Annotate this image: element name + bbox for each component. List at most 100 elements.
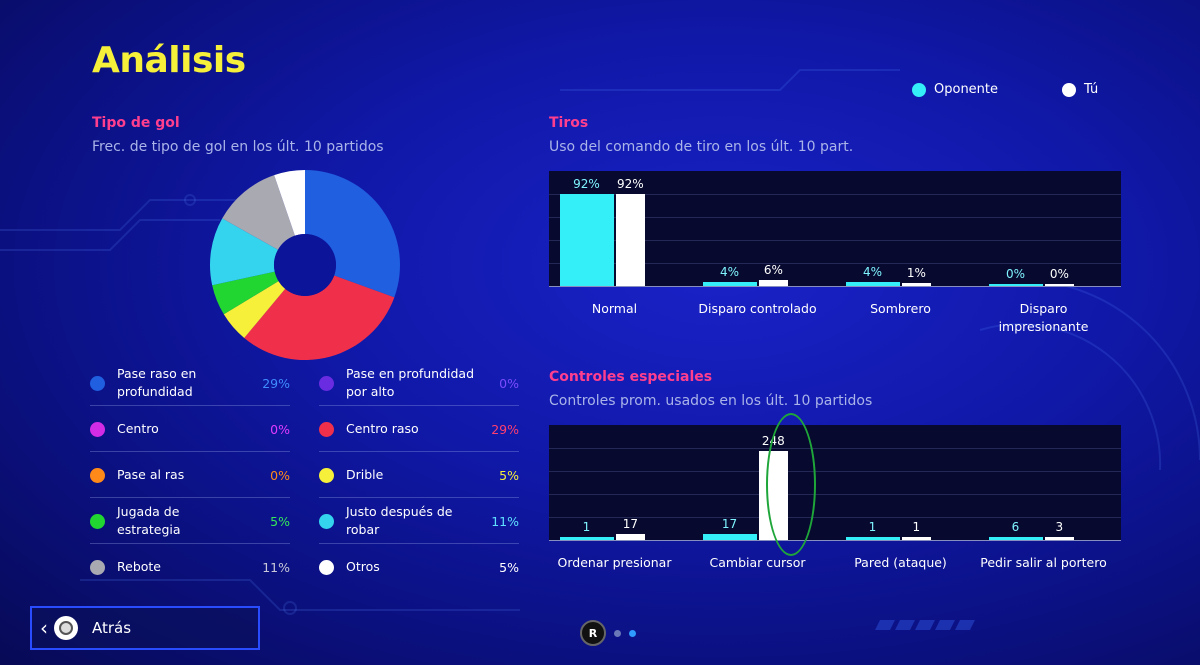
- goal-type-percent: 0%: [270, 421, 290, 437]
- bar-opponent: [845, 282, 900, 286]
- goal-type-divider: [319, 497, 519, 498]
- donut-slice: [223, 281, 286, 338]
- bar-you: [615, 194, 646, 286]
- legend-you-label: Tú: [1084, 82, 1099, 97]
- bar-you: [1044, 537, 1075, 540]
- goal-type-divider: [90, 497, 290, 498]
- donut-slice: [305, 170, 400, 298]
- goal-type-donut-chart: [210, 170, 400, 360]
- goal-type-subtitle: Frec. de tipo de gol en los últ. 10 part…: [92, 139, 384, 155]
- goal-type-label: Drible: [346, 467, 384, 482]
- donut-slice: [210, 218, 278, 286]
- page-dot-2[interactable]: [629, 629, 636, 637]
- goal-type-percent: 5%: [499, 559, 519, 575]
- chart-baseline: [549, 286, 1121, 287]
- goal-type-row: Pase raso en profundidad 29%: [90, 360, 290, 406]
- page-indicator: R: [580, 620, 636, 646]
- goal-type-label: Jugada de estrategia: [117, 504, 181, 537]
- back-button[interactable]: ‹ Atrás: [30, 606, 260, 650]
- chevron-left-icon: ‹: [40, 616, 48, 640]
- value-label-you: 0%: [1049, 267, 1069, 281]
- chart-gridline: [549, 517, 1121, 518]
- r-stick-button-icon[interactable]: R: [580, 620, 606, 646]
- circle-button-icon: [54, 616, 78, 640]
- value-label-opponent: 1: [582, 520, 591, 534]
- goal-type-divider: [319, 543, 519, 544]
- category-label: Pedir salir al portero: [980, 555, 1107, 570]
- goal-type-swatch: [319, 513, 334, 529]
- bar-opponent: [559, 537, 614, 540]
- legend-opponent-swatch: [912, 82, 926, 97]
- category-label: Disparo impresionante: [998, 301, 1089, 334]
- bar-opponent: [988, 537, 1043, 540]
- donut-slice: [222, 175, 295, 250]
- goal-type-label: Rebote: [117, 559, 161, 574]
- shots-bar-chart: 92% 92% 4% 6% 4% 1% 0% 0%: [549, 171, 1121, 287]
- donut-hole: [274, 234, 336, 296]
- category-label: Disparo controlado: [698, 301, 817, 316]
- goal-type-row: Pase al ras 0%: [90, 452, 290, 498]
- goal-type-swatch: [90, 375, 105, 391]
- goal-type-percent: 5%: [270, 513, 290, 529]
- highlight-annotation-ring: [766, 413, 816, 556]
- chart-gridline: [549, 494, 1121, 495]
- category-label: Cambiar cursor: [709, 555, 806, 570]
- special-controls-subtitle: Controles prom. usados en los últ. 10 pa…: [549, 393, 873, 409]
- goal-type-divider: [90, 451, 290, 452]
- bar-you: [1044, 284, 1075, 286]
- chart-gridline: [549, 471, 1121, 472]
- page-dot-1[interactable]: [614, 629, 621, 637]
- chart-gridline: [549, 263, 1121, 264]
- special-controls-title: Controles especiales: [549, 369, 713, 385]
- goal-type-percent: 11%: [262, 559, 290, 575]
- goal-type-label: Pase en profundidad por alto: [346, 366, 475, 399]
- value-label-you: 6%: [763, 263, 783, 277]
- value-label-opponent: 4%: [719, 265, 740, 279]
- goal-type-percent: 29%: [491, 421, 519, 437]
- value-label-opponent: 1: [868, 520, 877, 534]
- goal-type-divider: [90, 543, 290, 544]
- chart-baseline: [549, 540, 1121, 541]
- bar-you: [901, 283, 932, 286]
- goal-type-percent: 5%: [499, 467, 519, 483]
- goal-type-label: Otros: [346, 559, 380, 574]
- chart-gridline: [549, 240, 1121, 241]
- shots-subtitle: Uso del comando de tiro en los últ. 10 p…: [549, 139, 854, 155]
- value-label-you: 1%: [906, 266, 926, 280]
- goal-type-percent: 29%: [262, 375, 290, 391]
- bar-opponent: [559, 194, 614, 286]
- bar-you: [615, 533, 646, 540]
- value-label-opponent: 92%: [573, 177, 600, 191]
- back-button-label: Atrás: [92, 619, 132, 637]
- bar-you: [901, 537, 932, 540]
- category-label: Normal: [591, 301, 638, 316]
- goal-type-row: Jugada de estrategia 5%: [90, 498, 290, 544]
- goal-type-swatch: [319, 421, 334, 437]
- donut-slice: [244, 275, 395, 360]
- goal-type-row: Drible 5%: [319, 452, 519, 498]
- chart-gridline: [549, 448, 1121, 449]
- shots-title: Tiros: [549, 115, 589, 131]
- donut-slice: [274, 170, 305, 236]
- bar-opponent: [845, 537, 900, 540]
- goal-type-row: Justo después de robar 11%: [319, 498, 519, 544]
- goal-type-label: Pase al ras: [117, 467, 185, 482]
- special-controls-bar-chart: 1 17 17 248 1 1 6 3: [549, 425, 1121, 541]
- value-label-opponent: 4%: [862, 265, 883, 279]
- goal-type-row: Otros 5%: [319, 544, 519, 590]
- bar-opponent: [702, 533, 757, 540]
- legend-you: Tú: [1062, 82, 1098, 97]
- goal-type-row: Centro raso 29%: [319, 406, 519, 452]
- bar-opponent: [988, 284, 1043, 286]
- goal-type-swatch: [319, 375, 334, 391]
- goal-type-row: Centro 0%: [90, 406, 290, 452]
- goal-type-label: Justo después de robar: [346, 504, 453, 537]
- goal-type-row: Pase en profundidad por alto 0%: [319, 360, 519, 406]
- donut-slice: [212, 271, 279, 315]
- value-label-you: 1: [912, 520, 921, 534]
- value-label-opponent: 0%: [1005, 267, 1026, 281]
- legend-opponent-label: Oponente: [934, 82, 999, 97]
- goal-type-label: Centro raso: [346, 421, 419, 436]
- goal-type-swatch: [90, 467, 105, 483]
- category-label: Ordenar presionar: [557, 555, 672, 570]
